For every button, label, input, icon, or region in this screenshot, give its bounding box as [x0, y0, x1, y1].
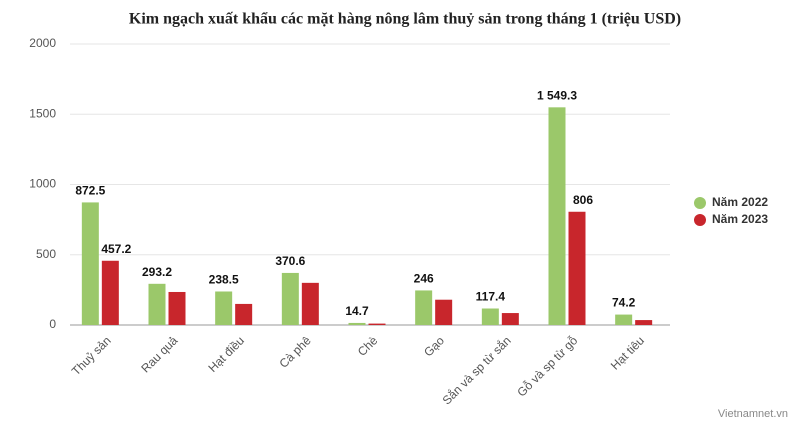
y-tick-label: 1500 [29, 106, 56, 120]
bar [568, 211, 586, 325]
bar [215, 291, 233, 325]
bar [501, 313, 519, 325]
legend-label: Năm 2022 [712, 195, 768, 209]
data-label: 457.2 [101, 242, 131, 256]
data-label: 246 [414, 272, 434, 286]
y-tick-label: 2000 [29, 36, 56, 50]
bar [415, 290, 433, 325]
y-tick-label: 500 [36, 247, 56, 261]
bar [168, 291, 186, 325]
bar [348, 322, 366, 325]
x-tick-label: Sắn và sp từ sắn [439, 333, 514, 408]
x-tick-label: Hạt tiêu [608, 333, 647, 372]
x-tick-label: Chè [355, 333, 381, 359]
bar [368, 323, 386, 325]
y-tick-label: 0 [49, 317, 56, 331]
x-tick-label: Gạo [421, 333, 447, 359]
bar [235, 303, 253, 325]
y-tick-label: 1000 [29, 177, 56, 191]
x-tick-label: Cà phê [276, 333, 313, 370]
bar [301, 282, 319, 325]
x-tick-label: Hạt điều [206, 333, 248, 375]
bar [481, 308, 499, 325]
bar [148, 283, 166, 325]
data-label: 74.2 [612, 296, 636, 310]
data-label: 806 [573, 193, 593, 207]
data-label: 370.6 [275, 254, 305, 268]
data-label: 238.5 [209, 273, 239, 287]
bar [615, 314, 633, 325]
data-label: 1 549.3 [537, 88, 577, 102]
data-label: 117.4 [476, 290, 506, 304]
data-label: 14.7 [345, 304, 369, 318]
x-tick-label: Rau quả [138, 333, 180, 375]
x-tick-label: Gỗ và sp từ gỗ [514, 333, 581, 400]
bar [101, 260, 119, 325]
source: Vietnamnet.vn [718, 408, 788, 420]
data-label: 872.5 [75, 184, 105, 198]
bar [635, 320, 653, 325]
data-label: 293.2 [142, 265, 172, 279]
bar [435, 299, 453, 325]
chart-title: Kim ngạch xuất khẩu các mặt hàng nông lâ… [129, 11, 681, 28]
legend-marker [694, 197, 706, 209]
bar [281, 272, 299, 325]
bar [548, 107, 566, 325]
legend-label: Năm 2023 [712, 212, 768, 226]
legend-marker [694, 214, 706, 226]
x-tick-label: Thuỷ sản [69, 333, 114, 378]
bar [81, 202, 99, 325]
